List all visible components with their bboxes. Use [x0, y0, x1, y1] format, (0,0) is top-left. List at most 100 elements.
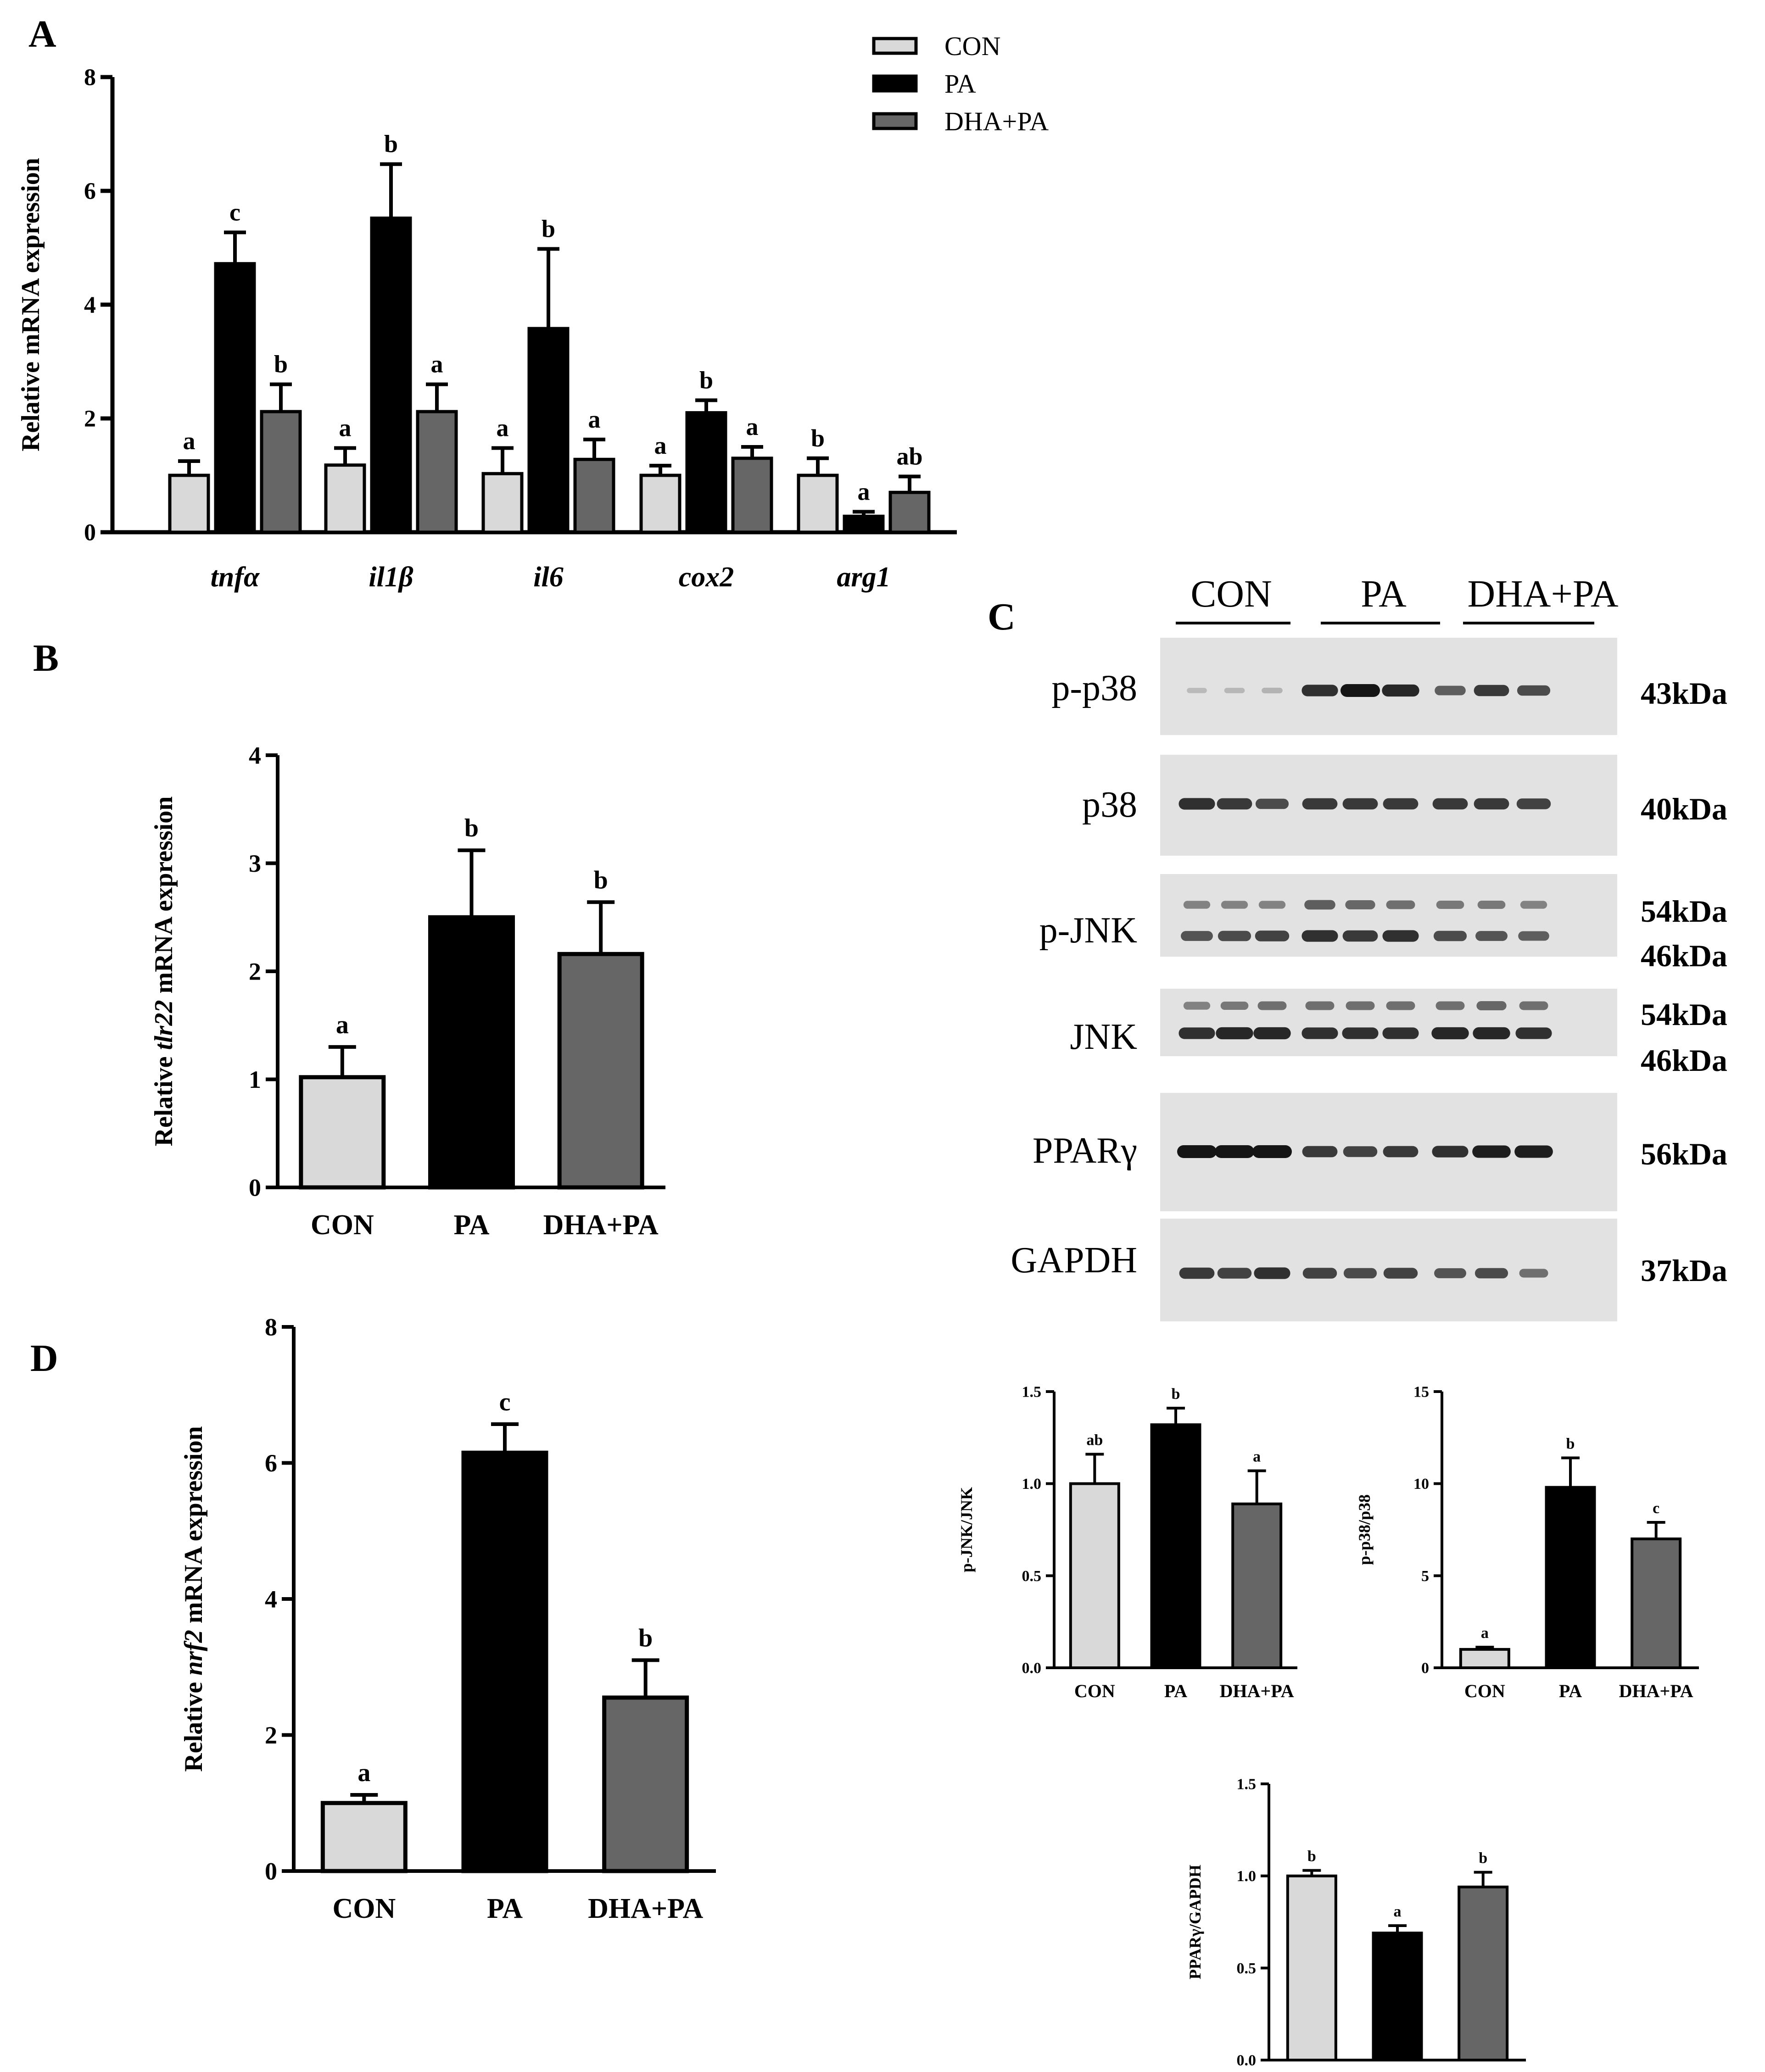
significance-letter-ab: ab [1086, 1431, 1103, 1448]
bar-DHA+PA [1458, 1885, 1509, 2061]
blot-band [1302, 1268, 1337, 1279]
significance-letter-b: b [594, 866, 608, 894]
legend-swatch-CON [872, 37, 918, 55]
y-tick-label: 0.0 [1022, 1660, 1042, 1677]
y-tick-label: 4 [249, 741, 261, 769]
significance-letter-c: c [1653, 1500, 1659, 1517]
y-axis-label-prefix: Relative [150, 1050, 178, 1146]
blot-band [1220, 1001, 1249, 1010]
y-tick-label: 2 [84, 406, 96, 432]
blot-row-p-p38: p-p38 43kDa [1051, 638, 1727, 735]
blot-row-PPARγ: PPARγ 56kDa [1033, 1093, 1727, 1211]
x-tick-label: il1β [369, 562, 413, 593]
group-label-DHA+PA: DHA+PA [1467, 573, 1618, 615]
x-tick-label: CON [332, 1893, 396, 1924]
y-tick-label: 6 [84, 178, 96, 205]
significance-letter-a: a [1394, 1903, 1402, 1920]
protein-label: PPARγ [1033, 1131, 1137, 1171]
protein-label: GAPDH [1011, 1240, 1137, 1281]
protein-label: p-p38 [1051, 668, 1137, 708]
molecular-weight-label: 46kDa [1641, 1043, 1727, 1078]
bar-il1β-DHA+PA [416, 410, 458, 534]
blot-band [1179, 1267, 1215, 1279]
chart-D: 0 2 4 6 8 a CON c PA b DHA+PA Relative nrf2 mRNA ex… [30, 1313, 716, 1924]
blot-band [1517, 685, 1551, 696]
blot-band [1302, 1146, 1338, 1158]
blot-band [1436, 900, 1464, 909]
y-axis-label-prefix: Relative [179, 1676, 208, 1772]
blot-band [1383, 798, 1419, 810]
y-tick-label: 0 [1421, 1660, 1429, 1677]
blot-band [1345, 900, 1375, 909]
y-tick-label: 4 [84, 292, 96, 318]
x-tick-label: DHA+PA [1619, 1681, 1693, 1701]
blot-band [1476, 1001, 1507, 1010]
y-tick-label: 10 [1413, 1476, 1429, 1493]
protein-label: p38 [1082, 785, 1137, 825]
blot-band [1341, 684, 1380, 697]
blot-band [1224, 688, 1245, 693]
y-tick-label: 4 [265, 1585, 277, 1613]
blot-band [1473, 1027, 1510, 1040]
y-axis-label-suffix: mRNA expression [179, 1426, 208, 1630]
blot-band [1515, 1027, 1552, 1039]
blot-band [1305, 1001, 1335, 1010]
significance-letter-b: b [1479, 1850, 1487, 1867]
significance-letter-a: a [339, 414, 352, 441]
x-tick-label: PA [487, 1893, 523, 1924]
bar-PA [428, 915, 515, 1190]
y-axis-label: PPARγ/GAPDH [1186, 1865, 1204, 1979]
bar-PA [1150, 1423, 1201, 1669]
blot-band [1433, 930, 1467, 941]
bar-PA [461, 1450, 548, 1873]
y-tick-label: 0 [265, 1857, 277, 1885]
significance-letter-a: a [336, 1011, 349, 1039]
blot-band [1382, 684, 1419, 697]
y-tick-label: 15 [1413, 1384, 1429, 1401]
blot-band [1475, 1268, 1508, 1279]
y-tick-label: 1.5 [1022, 1384, 1042, 1401]
blot-band [1519, 1269, 1548, 1278]
bar-il1β-PA [370, 217, 412, 534]
bar-cox2-CON [639, 473, 681, 534]
bar-il1β-CON [324, 463, 366, 534]
blot-band [1383, 1268, 1418, 1279]
significance-letter-c: c [229, 199, 240, 226]
blot-band [1382, 1027, 1419, 1039]
blot-band [1343, 1268, 1377, 1279]
blot-band [1187, 688, 1207, 693]
group-label-PA: PA [1361, 573, 1407, 615]
blot-band [1432, 798, 1468, 810]
y-axis-label-suffix: mRNA expression [150, 796, 178, 1000]
y-tick-label: 0.5 [1022, 1568, 1042, 1585]
bar-il6-DHA+PA [573, 457, 615, 534]
y-tick-label: 0 [84, 520, 96, 546]
y-tick-label: 2 [265, 1721, 277, 1749]
significance-letter-b: b [542, 215, 555, 242]
group-label-CON: CON [1190, 573, 1272, 615]
x-tick-label: PA [453, 1209, 489, 1241]
blot-band [1253, 1027, 1291, 1040]
x-tick-label: il6 [533, 562, 563, 593]
molecular-weight-label: 56kDa [1641, 1136, 1727, 1171]
chart-A: 02468acbtnfαabail1βabail6abacox2baabarg1… [17, 13, 1049, 593]
blot-band [1183, 1002, 1211, 1010]
y-tick-label: 3 [249, 850, 261, 877]
bar-tnfα-CON [168, 473, 210, 534]
protein-label: JNK [1070, 1017, 1137, 1057]
blot-band [1179, 798, 1215, 810]
blot-band [1252, 1145, 1292, 1158]
bar-DHA+PA [1631, 1537, 1682, 1669]
bar-CON [1069, 1482, 1120, 1670]
legend-label: CON [944, 31, 1000, 61]
protein-label: p-JNK [1039, 910, 1137, 951]
blot-row-GAPDH: GAPDH 37kDa [1011, 1219, 1727, 1321]
blot-band [1181, 931, 1213, 941]
significance-letter-a: a [1481, 1625, 1489, 1642]
blot-band [1183, 901, 1211, 909]
y-axis-label: p-p38/p38 [1355, 1494, 1374, 1565]
x-tick-label: tnfα [211, 562, 260, 593]
panel-label-D: D [30, 1337, 58, 1380]
y-tick-label: 5 [1421, 1568, 1429, 1585]
blot-band [1177, 1145, 1217, 1158]
